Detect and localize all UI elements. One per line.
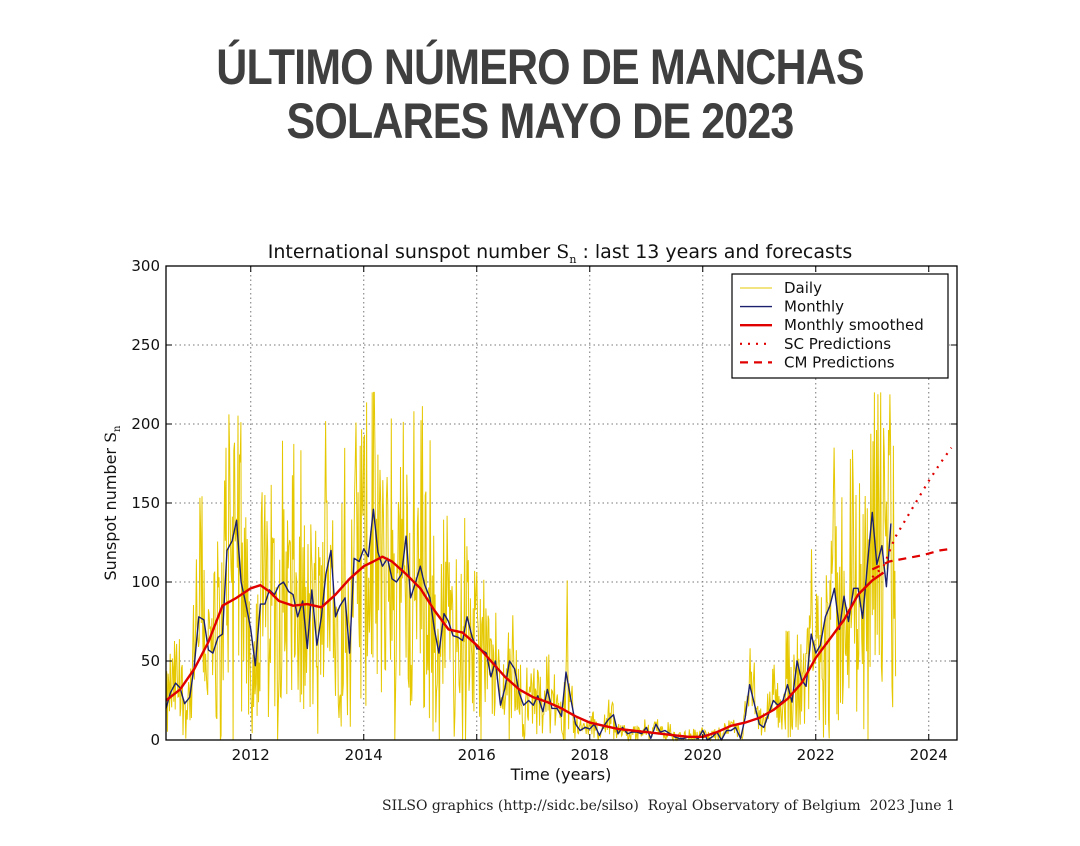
y-tick-label: 50 [141, 652, 160, 670]
x-tick-label: 2018 [571, 746, 609, 764]
y-tick-label: 100 [131, 573, 160, 591]
y-tick-label: 150 [131, 494, 160, 512]
x-tick-label: 2020 [684, 746, 722, 764]
x-tick-label: 2022 [797, 746, 835, 764]
series-monthly-line [165, 508, 892, 741]
series-cm-predictions-line [871, 547, 952, 571]
legend-entry: Monthly smoothed [784, 316, 924, 334]
axis-ticks: 2012 2014 2016 2018 2020 2022 2024 0 50 100 150 200… [131, 257, 957, 764]
series-monthly-smoothed-line [165, 555, 885, 738]
x-tick-label: 2024 [910, 746, 948, 764]
legend-entry: SC Predictions [784, 335, 891, 353]
x-tick-label: 2014 [345, 746, 383, 764]
page-title: ÚLTIMO NÚMERO DE MANCHAS SOLARES MAYO DE… [216, 39, 864, 149]
daily-series [165, 391, 897, 742]
chart-title: International sunspot number Sn : last 1… [268, 241, 853, 266]
source-credit: SILSO graphics (http://sidc.be/silso) Ro… [382, 798, 955, 814]
y-tick-label: 0 [150, 731, 160, 749]
sunspot-chart: International sunspot number Sn : last 1… [101, 241, 958, 784]
legend-entry: Daily [784, 279, 822, 297]
series-sc-predictions-line [871, 447, 953, 579]
y-axis-label: Sunspot number Sn [101, 425, 123, 581]
legend-entry: Monthly [784, 298, 844, 316]
x-axis-label: Time (years) [510, 765, 612, 784]
series-daily-line [165, 391, 897, 742]
y-tick-label: 200 [131, 415, 160, 433]
y-tick-label: 250 [131, 336, 160, 354]
y-tick-label: 300 [131, 257, 160, 275]
series-lines [165, 447, 953, 741]
x-tick-label: 2016 [458, 746, 496, 764]
legend-entry: CM Predictions [784, 353, 895, 371]
x-tick-label: 2012 [232, 746, 270, 764]
